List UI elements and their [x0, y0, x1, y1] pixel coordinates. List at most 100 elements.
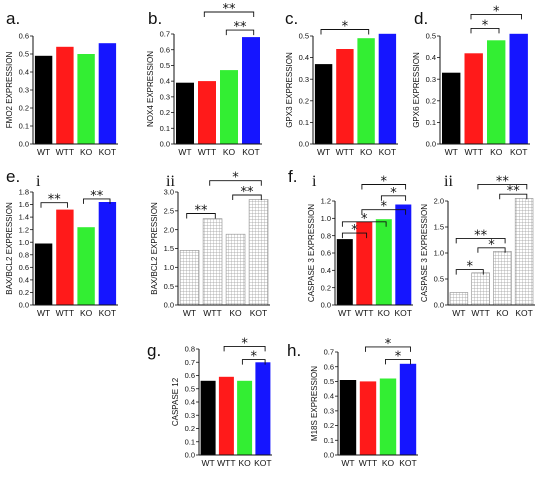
y-tick-label: 0.6 — [160, 45, 170, 54]
y-tick-label: 0.6 — [324, 362, 334, 371]
panel-sublabel: i — [312, 173, 317, 190]
x-tick-label: WT — [37, 308, 50, 318]
y-tick-label: 0.2 — [426, 96, 436, 105]
y-tick-label: 0.5 — [426, 32, 436, 41]
y-tick-label: 0.0 — [434, 301, 444, 310]
y-tick-label: 0.4 — [321, 266, 331, 275]
y-tick-label: 1.2 — [321, 197, 331, 206]
x-tick-label: WTT — [56, 308, 74, 318]
x-tick-label: KOT — [399, 458, 416, 468]
y-tick-label: 0.1 — [185, 437, 195, 446]
y-tick-label: 1.4 — [19, 213, 29, 222]
bar-kot — [509, 33, 528, 144]
bar-wt — [339, 380, 357, 455]
y-tick-label: 0.0 — [321, 301, 331, 310]
y-tick-label: 0.1 — [324, 436, 334, 445]
x-tick-label: WTT — [471, 308, 489, 318]
bar-kot — [255, 362, 271, 456]
y-tick-label: 0.0 — [19, 301, 29, 310]
significance-label: * — [395, 349, 402, 364]
significance-label: ** — [241, 185, 255, 200]
x-tick-label: KO — [238, 458, 251, 468]
x-tick-label: WT — [37, 147, 50, 157]
significance-label: * — [488, 238, 495, 253]
y-tick-label: 2.5 — [164, 206, 174, 215]
y-axis-title: CASPASE 12 — [171, 377, 180, 426]
y-tick-label: 0.1 — [299, 118, 309, 127]
significance-bracket — [477, 183, 528, 190]
bar-kot — [514, 198, 534, 306]
significance-label: ** — [48, 193, 62, 208]
bar-ko — [77, 227, 95, 305]
y-tick-label: 0.3 — [160, 92, 170, 101]
x-tick-label: KO — [360, 147, 373, 157]
bar-kot — [399, 363, 417, 455]
x-tick-label: KO — [229, 308, 242, 318]
bar-wtt — [471, 272, 490, 306]
significance-label: * — [251, 350, 258, 365]
y-tick-label: 1.0 — [164, 263, 174, 272]
panel-sublabel: ii — [444, 173, 453, 190]
bar-wtt — [202, 218, 223, 306]
y-tick-label: 0.6 — [321, 249, 331, 258]
x-tick-label: KO — [80, 147, 93, 157]
x-tick-label: KOT — [99, 308, 116, 318]
significance-label: ** — [195, 203, 209, 218]
x-tick-label: KOT — [379, 147, 396, 157]
y-tick-label: 1.2 — [19, 225, 29, 234]
y-axis-title: GPX6 EXPRESSION — [412, 52, 421, 128]
y-tick-label: 0.4 — [160, 77, 170, 86]
y-tick-label: 0.5 — [434, 275, 444, 284]
significance-bracket — [385, 358, 411, 365]
x-tick-label: KO — [223, 147, 236, 157]
y-tick-label: 0.0 — [426, 140, 436, 149]
significance-label: * — [385, 337, 392, 352]
y-tick-label: 0.3 — [426, 75, 436, 84]
significance-label: ** — [507, 184, 521, 199]
bar-wt — [34, 55, 53, 144]
y-tick-label: 0.8 — [185, 345, 195, 354]
significance-label: * — [232, 171, 239, 186]
panel-e-ii: ii 0.0 0.5 1.0 1.5 2.0 2.5 3.0 WT WTT KO KOT BAX/BCL… — [150, 171, 270, 318]
y-tick-label: 1.5 — [164, 244, 174, 253]
panel-letter: h. — [287, 341, 301, 360]
panel-e-i: e. i 0.0 0.2 0.4 0.6 0.8 1.0 1.2 1.4 1.6 1.8 WT WTT KO… — [5, 167, 118, 318]
x-tick-label: KO — [378, 308, 391, 318]
bar-kot — [98, 202, 117, 305]
y-tick-label: 0.4 — [426, 53, 436, 62]
y-tick-label: 0.2 — [19, 288, 29, 297]
bar-wt — [34, 243, 53, 305]
significance-bracket — [223, 345, 266, 352]
panel-h: h. 0.0 0.1 0.2 0.3 0.4 0.5 0.6 0.7 WT WTT KO KOT M18S… — [287, 337, 418, 468]
y-tick-label: 0.5 — [164, 282, 174, 291]
y-tick-label: 0.1 — [426, 118, 436, 127]
y-tick-label: 0.5 — [160, 61, 170, 70]
y-tick-label: 0.3 — [185, 411, 195, 420]
significance-bracket — [186, 213, 216, 219]
panel-letter: b. — [148, 9, 162, 28]
bar-ko — [357, 38, 375, 145]
bar-wtt — [198, 81, 216, 144]
x-tick-label: WTT — [56, 147, 74, 157]
y-tick-label: 0.8 — [321, 231, 331, 240]
significance-bracket — [470, 13, 522, 20]
bar-ko — [375, 219, 392, 305]
bar-wt — [314, 64, 333, 144]
panel-letter: e. — [6, 167, 20, 186]
y-tick-label: 1.6 — [19, 200, 29, 209]
y-axis-title: FMO2 EXPRESSION — [5, 52, 14, 129]
significance-bracket — [241, 359, 266, 365]
significance-bracket — [455, 237, 506, 244]
y-tick-label: 0.4 — [19, 68, 29, 77]
significance-bracket — [232, 194, 262, 200]
y-tick-label: 0.4 — [19, 275, 29, 284]
y-tick-label: 3.0 — [164, 188, 174, 197]
x-tick-label: WT — [317, 147, 330, 157]
y-tick-label: 0.1 — [19, 122, 29, 131]
x-tick-label: WTT — [355, 308, 373, 318]
y-tick-label: 0.6 — [19, 32, 29, 41]
significance-label: * — [381, 175, 388, 190]
y-tick-label: 0.5 — [19, 50, 29, 59]
y-tick-label: 0.7 — [185, 358, 195, 367]
y-tick-label: 0.5 — [299, 32, 309, 41]
